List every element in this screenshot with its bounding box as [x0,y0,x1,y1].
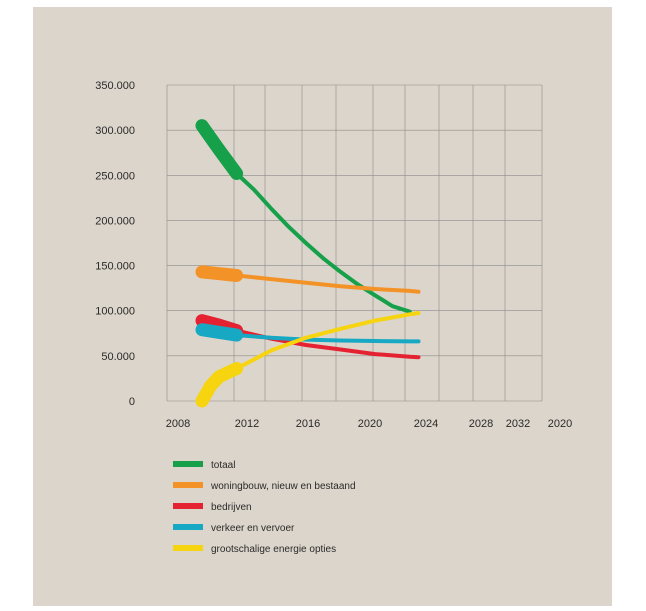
chart-panel: 0 50.000 100.000 150.000 200.000 250.000 300.0… [33,7,612,606]
x-tick-label: 2020 [358,418,382,430]
legend-label: grootschalige energie opties [211,544,336,555]
grid [166,84,543,402]
x-tick-label: 2032 [506,418,530,430]
y-tick-label: 0 [129,396,135,408]
y-tick-label: 150.000 [95,261,135,273]
y-tick-label: 350.000 [95,80,135,92]
x-tick-label: 2024 [414,418,438,430]
legend-swatch [173,482,203,488]
line-chart: 0 50.000 100.000 150.000 200.000 250.000 300.0… [95,80,572,555]
x-tick-label: 2028 [469,418,493,430]
legend-label: bedrijven [211,502,252,513]
legend: totaal woningbouw, nieuw en bestaand bedri… [173,460,356,555]
y-tick-label: 100.000 [95,306,135,318]
x-tick-label: 2020 [548,418,572,430]
legend-swatch [173,545,203,551]
legend-label: totaal [211,460,235,471]
series-line-highlight [195,265,244,282]
legend-swatch [173,461,203,467]
y-tick-label: 200.000 [95,215,135,227]
x-tick-label: 2012 [235,418,259,430]
y-tick-label: 300.000 [95,125,135,137]
legend-label: woningbouw, nieuw en bestaand [210,481,356,492]
x-tick-label: 2016 [296,418,320,430]
series-line-highlight [195,119,244,180]
x-tick-label: 2008 [166,418,190,430]
series-line-highlight [195,362,244,408]
legend-label: verkeer en vervoer [211,523,295,534]
y-tick-label: 50.000 [101,351,135,363]
series-line-highlight [195,323,244,342]
legend-swatch [173,524,203,530]
legend-swatch [173,503,203,509]
y-tick-label: 250.000 [95,170,135,182]
series-lines [195,119,421,408]
tick-labels: 0 50.000 100.000 150.000 200.000 250.000 300.0… [95,80,572,430]
